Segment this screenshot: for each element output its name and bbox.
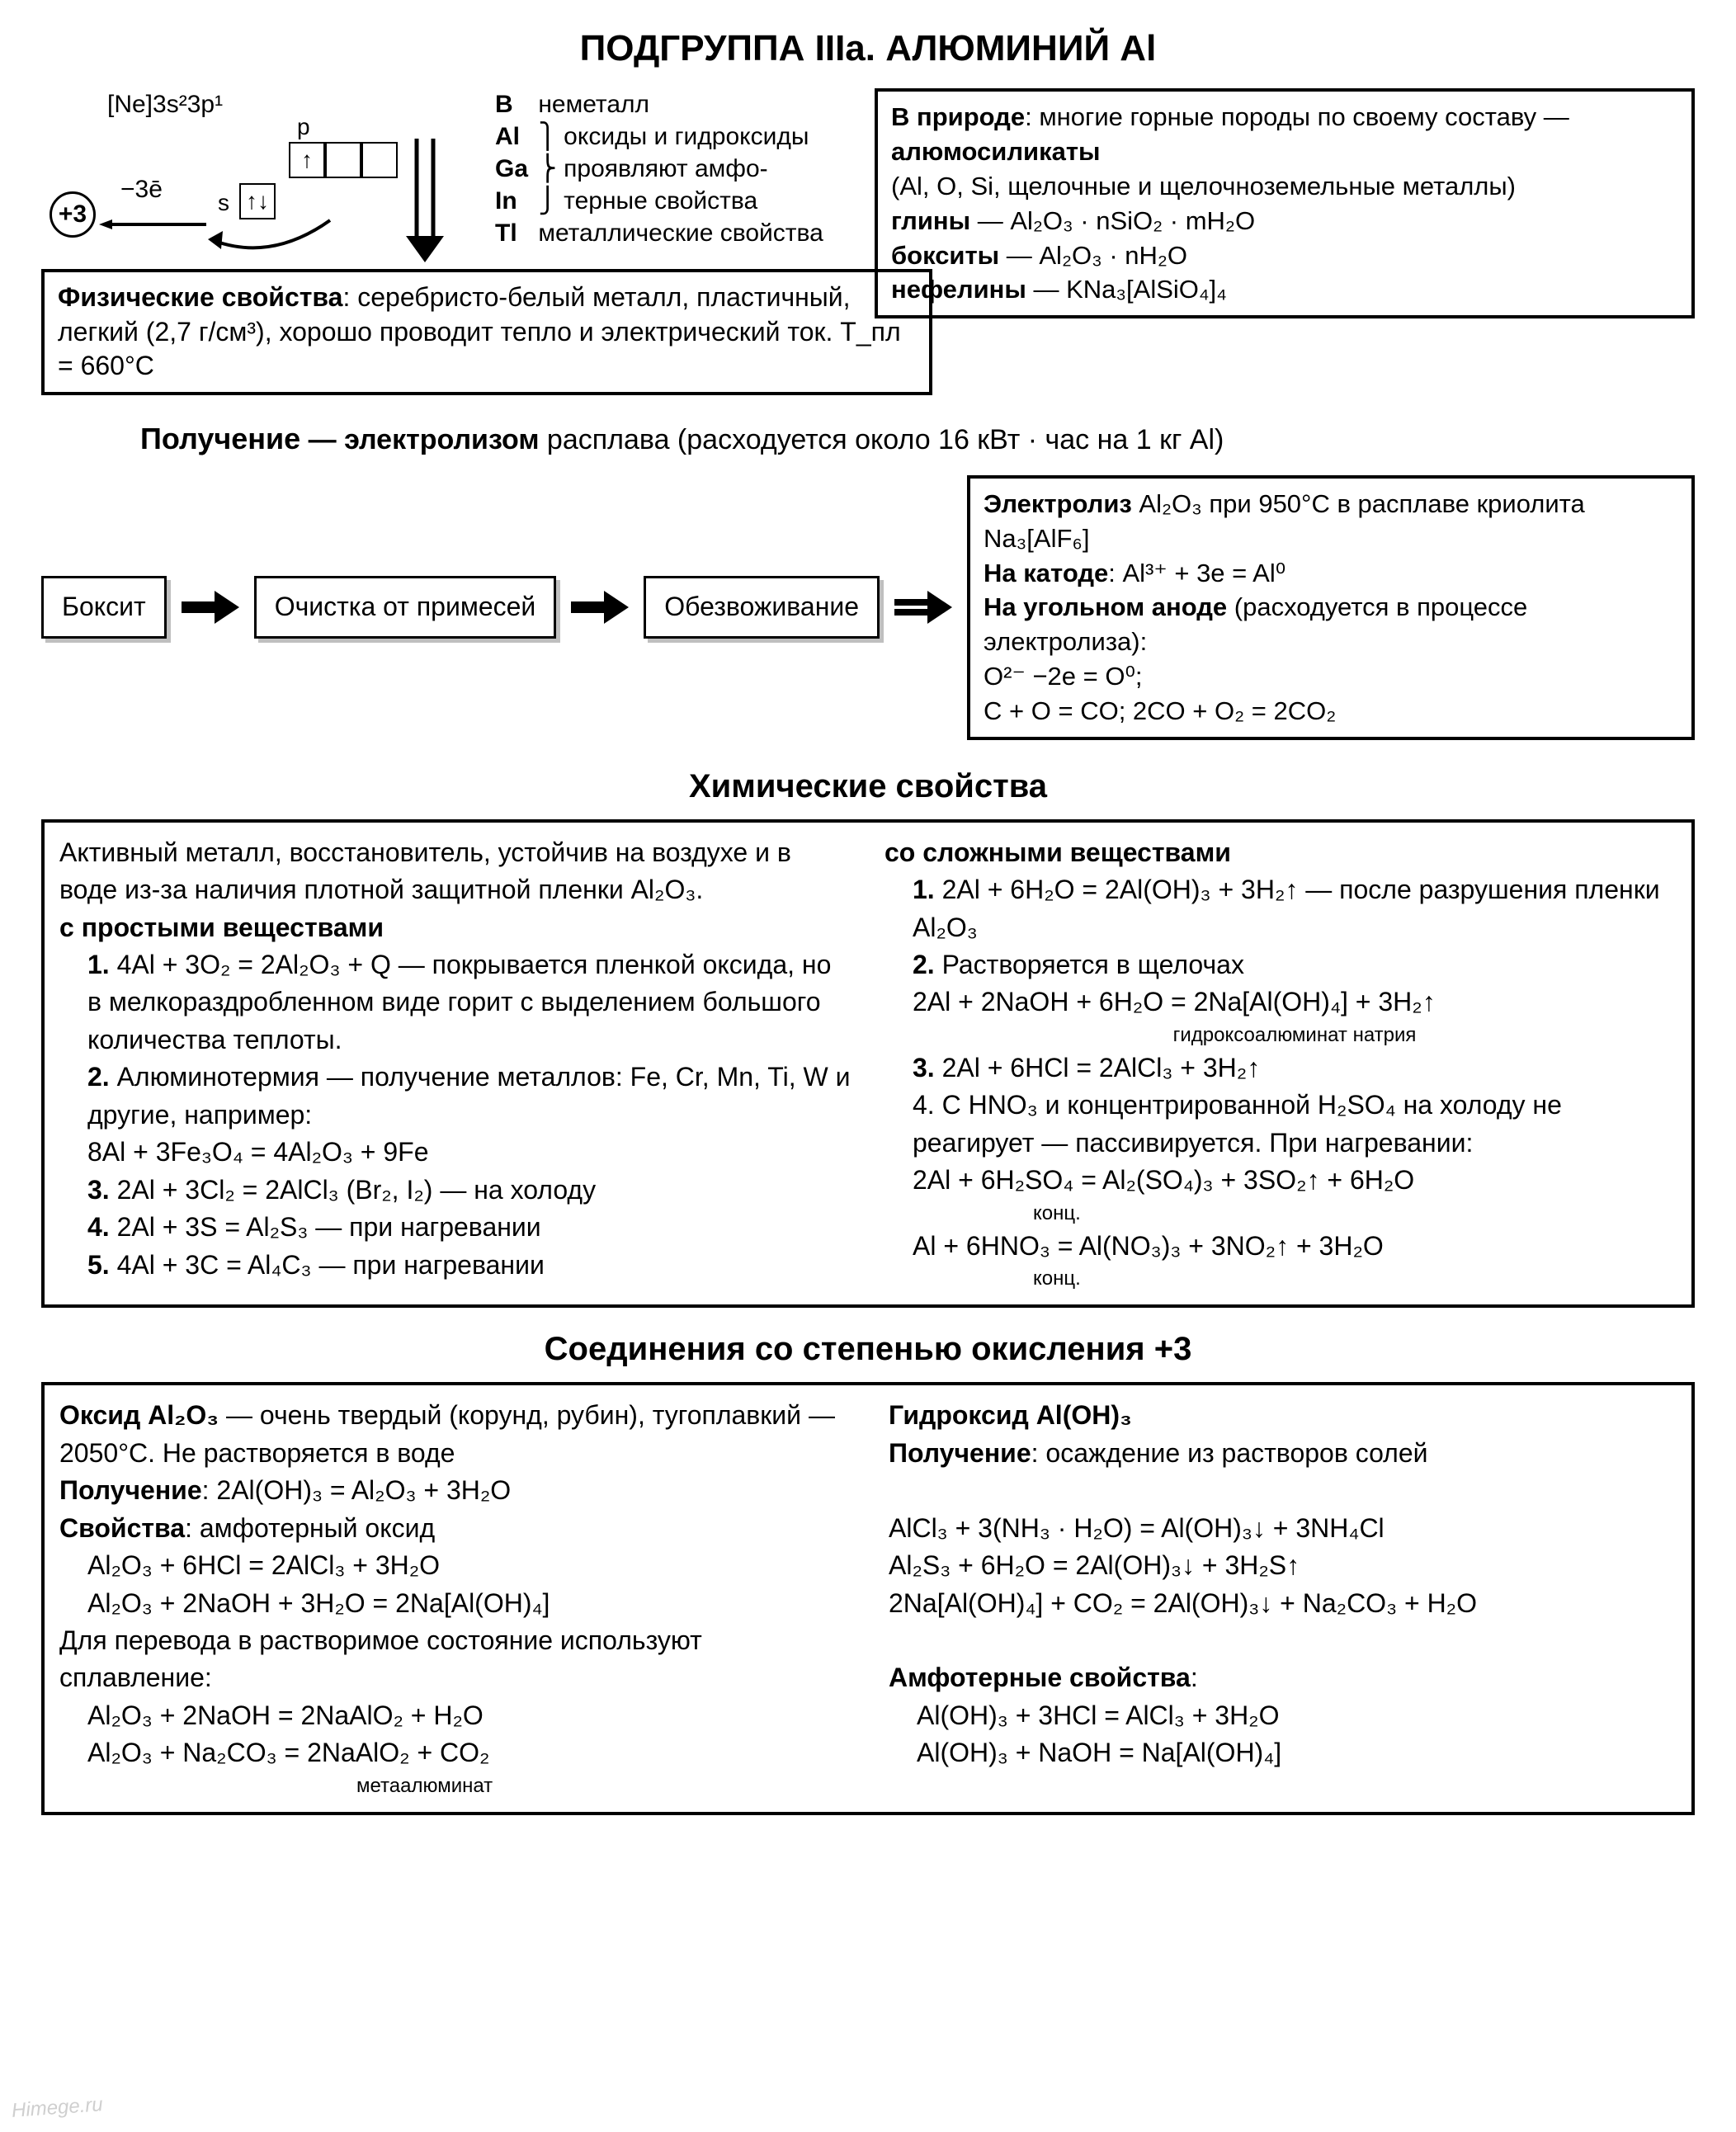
nature-l1: : многие горные породы по своему составу… (1025, 102, 1569, 131)
chem-c3: 3. 2Al + 6HCl = 2AlCl₃ + 3H₂↑ (913, 1049, 1677, 1087)
hydroxide-get: Получение: осаждение из растворов солей (889, 1435, 1677, 1472)
group-elements-list: B неметалл Al ⎫ оксиды и гидроксиды Ga ⎬… (495, 88, 850, 249)
oxide-r4: Al₂O₃ + Na₂CO₃ = 2NaAlO₂ + CO₂ (87, 1734, 847, 1771)
hydroxide-col: Гидроксид Al(OH)₃ Получение: осаждение и… (889, 1397, 1677, 1799)
compounds-head: Соединения со степенью окисления +3 (41, 1328, 1695, 1370)
hydroxide-head: Гидроксид Al(OH)₃ (889, 1397, 1677, 1434)
element-B: B неметалл (495, 88, 850, 120)
chem-c4b: 2Al + 6H₂SO₄ = Al₂(SO₄)₃ + 3SO₂↑ + 6H₂O (913, 1162, 1677, 1199)
oxide-get: Получение: 2Al(OH)₃ = Al₂O₃ + 3H₂O (59, 1472, 847, 1509)
watermark: Himege.ru (11, 2092, 104, 2124)
orbital-diagram: p ↑ s ↑↓ +3 −3ē (41, 125, 470, 249)
oxide-r1: Al₂O₃ + 6HCl = 2AlCl₃ + 3H₂O (87, 1547, 847, 1584)
chemical-properties-box: Активный металл, восстановитель, устойчи… (41, 819, 1695, 1309)
chem-c4-note2: конц. (1033, 1265, 1677, 1293)
flow-box-purify: Очистка от примесей (254, 576, 557, 639)
hydroxide-r2: Al₂S₃ + 6H₂O = 2Al(OH)₃↓ + 3H₂S↑ (889, 1547, 1677, 1584)
complex-head: со сложными веществами (885, 834, 1677, 871)
p-orbital-3 (361, 142, 398, 178)
flow-box-dehydrate: Обезвоживание (644, 576, 880, 639)
nature-box: В природе: многие горные породы по своем… (875, 88, 1695, 318)
nature-l2: (Al, O, Si, щелочные и щелочноземельные … (891, 172, 1516, 200)
oxide-prop: Свойства: амфотерный оксид (59, 1510, 847, 1547)
hydroxide-r1: AlCl₃ + 3(NH₃ · H₂O) = Al(OH)₃↓ + 3NH₄Cl (889, 1510, 1677, 1547)
chem-s2c: 8Al + 3Fe₃O₄ = 4Al₂O₃ + 9Fe (87, 1134, 851, 1171)
nature-neph: нефелины (891, 275, 1026, 304)
nature-clays: глины (891, 206, 970, 235)
chem-s1: 1. 4Al + 3O₂ = 2Al₂O₃ + Q — покрывается … (87, 946, 851, 1059)
complex-substances-col: со сложными веществами 1. 2Al + 6H₂O = 2… (885, 834, 1677, 1294)
hydroxide-r5: Al(OH)₃ + NaOH = Na[Al(OH)₄] (917, 1734, 1677, 1771)
s-label: s (218, 188, 229, 218)
oxide-head: Оксид Al₂O₃ — очень твердый (корунд, руб… (59, 1397, 847, 1472)
chem-s4: 4. 2Al + 3S = Al₂S₃ — при нагревании (87, 1209, 851, 1246)
oxide-r2: Al₂O₃ + 2NaOH + 3H₂O = 2Na[Al(OH)₄] (87, 1585, 847, 1622)
hydroxide-r3: 2Na[Al(OH)₄] + CO₂ = 2Al(OH)₃↓ + Na₂CO₃ … (889, 1585, 1677, 1622)
chemical-properties-head: Химические свойства (41, 765, 1695, 808)
simple-substances-col: Активный металл, восстановитель, устойчи… (59, 834, 851, 1294)
nature-neph-f: — KNa₃[AlSiO₄]₄ (1026, 275, 1227, 304)
curve-arrow-icon (206, 216, 338, 266)
p-label: p (297, 112, 310, 142)
chem-c4: 4. С HNO₃ и концентрированной H₂SO₄ на х… (913, 1087, 1677, 1162)
flow-box-bauxite: Боксит (41, 576, 167, 639)
chem-s2: 2. Алюминотермия — получение металлов: F… (87, 1059, 851, 1134)
electrolysis-box: Электролиз Al₂O₃ при 950°C в расплаве кр… (967, 475, 1695, 740)
electron-config-label: [Ne]3s²3p¹ (107, 88, 470, 120)
physical-properties-box: Физические свойства: серебристо-белый ме… (41, 269, 932, 395)
obtaining-line: Получение — электролизом расплава (расхо… (140, 420, 1695, 459)
hydroxide-r4: Al(OH)₃ + 3HCl = AlCl₃ + 3H₂O (917, 1697, 1677, 1734)
chem-c1: 1. 2Al + 6H₂O = 2Al(OH)₃ + 3H₂↑ — после … (913, 871, 1677, 946)
compounds-box: Оксид Al₂O₃ — очень твердый (корунд, руб… (41, 1382, 1695, 1814)
chem-c4c: Al + 6HNO₃ = Al(NO₃)₃ + 3NO₂↑ + 3H₂O (913, 1228, 1677, 1265)
element-Tl: Tl металлические свойства (495, 217, 850, 249)
oxide-r3: Al₂O₃ + 2NaOH = 2NaAlO₂ + H₂O (87, 1697, 847, 1734)
nature-baux-f: — Al₂O₃ · nH₂O (999, 241, 1187, 270)
minus-3e-label: −3ē (120, 173, 163, 205)
chem-c2: 2. Растворяется в щелочах (913, 946, 1677, 983)
arrow-icon (894, 587, 952, 628)
simple-head: с простыми веществами (59, 909, 851, 946)
element-In: In ⎭ терные свойства (495, 185, 850, 217)
oxide-col: Оксид Al₂O₃ — очень твердый (корунд, руб… (59, 1397, 847, 1799)
p-orbital-1: ↑ (289, 142, 325, 178)
chem-intro: Активный металл, восстановитель, устойчи… (59, 834, 851, 909)
chem-s3: 3. 2Al + 3Cl₂ = 2AlCl₃ (Br₂, I₂) — на хо… (87, 1172, 851, 1209)
chem-c2-note: гидроксоалюминат натрия (913, 1021, 1677, 1049)
chem-c2c: 2Al + 2NaOH + 6H₂O = 2Na[Al(OH)₄] + 3H₂↑ (913, 983, 1677, 1021)
nature-clays-f: — Al₂O₃ · nSiO₂ · mH₂O (970, 206, 1255, 235)
electron-config-area: [Ne]3s²3p¹ p ↑ s ↑↓ +3 −3ē (41, 88, 470, 249)
element-Ga: Ga ⎬ проявляют амфо- (495, 153, 850, 185)
arrow-icon (182, 587, 239, 628)
flow-row: Боксит Очистка от примесей Обезвоживание… (41, 475, 1695, 740)
phys-head: Физические свойства (58, 282, 342, 312)
oxide-fuse: Для перевода в растворимое состояние исп… (59, 1622, 847, 1697)
nature-baux: бокситы (891, 241, 999, 270)
hydroxide-amph: Амфотерные свойства: (889, 1659, 1677, 1696)
s-orbital: ↑↓ (239, 183, 276, 219)
p-orbital-2 (325, 142, 361, 178)
nature-alumo: алюмосиликаты (891, 137, 1101, 166)
left-arrow-icon (99, 204, 206, 214)
down-arrow-icon (404, 139, 446, 262)
element-Al: Al ⎫ оксиды и гидроксиды (495, 120, 850, 153)
chem-c4-note1: конц. (1033, 1200, 1677, 1228)
page-title: ПОДГРУППА IIIа. АЛЮМИНИЙ Al (41, 25, 1695, 72)
charge-circle: +3 (50, 191, 96, 238)
arrow-icon (571, 587, 629, 628)
nature-head: В природе (891, 102, 1025, 131)
chem-s5: 5. 4Al + 3C = Al₄C₃ — при нагревании (87, 1247, 851, 1284)
oxide-note: метаалюминат (356, 1772, 847, 1800)
